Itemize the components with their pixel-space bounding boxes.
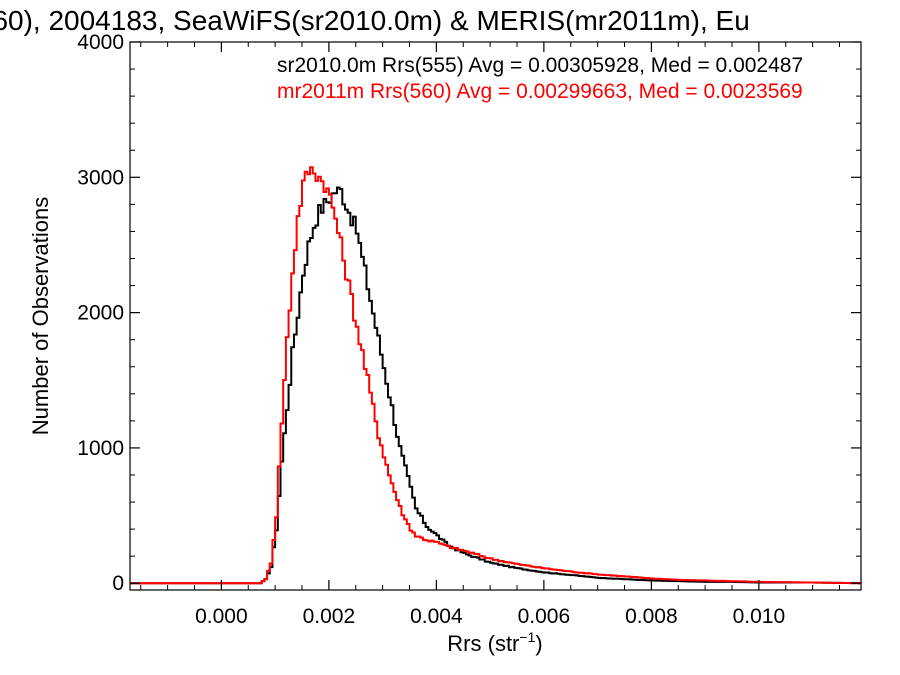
x-axis-label-main: Rrs (str bbox=[447, 631, 519, 656]
plot-frame bbox=[129, 41, 862, 591]
x-axis-ticks: 0.000 0.002 0.004 0.006 0.008 0.010 bbox=[140, 42, 840, 628]
histogram-series-line bbox=[130, 166, 862, 585]
x-tick-label: 0.004 bbox=[410, 605, 463, 628]
legend: sr2010.0m Rrs(555) Avg = 0.00305928, Med… bbox=[277, 54, 803, 103]
x-tick-label: 0.002 bbox=[303, 605, 356, 628]
legend-entry-sr2010: sr2010.0m Rrs(555) Avg = 0.00305928, Med… bbox=[277, 54, 803, 77]
x-tick-label: 0.008 bbox=[625, 605, 678, 628]
series-layer bbox=[130, 166, 862, 585]
x-tick-label: 0.000 bbox=[195, 605, 248, 628]
histogram-series-line bbox=[130, 186, 862, 585]
y-tick-label: 1000 bbox=[77, 437, 124, 460]
y-tick-label: 3000 bbox=[77, 166, 124, 189]
chart-title: Rrs(560), 2004183, SeaWiFS(sr2010.0m) & … bbox=[0, 5, 750, 36]
y-axis-title: Number of Observations bbox=[28, 197, 53, 435]
svg-text:Rrs (str−1): Rrs (str−1) bbox=[447, 629, 542, 656]
plot-area: 0.000 0.002 0.004 0.006 0.008 0.010 0 1000 2000… bbox=[77, 31, 862, 628]
y-tick-label: 2000 bbox=[77, 302, 124, 325]
y-tick-label: 0 bbox=[112, 572, 124, 595]
x-axis-label-close: ) bbox=[535, 631, 542, 656]
x-axis-title: Rrs (str−1) bbox=[447, 629, 542, 656]
y-axis-ticks: 0 1000 2000 3000 4000 bbox=[77, 31, 861, 595]
y-tick-label: 4000 bbox=[77, 31, 124, 54]
x-tick-label: 0.006 bbox=[518, 605, 571, 628]
x-axis-label-superscript: −1 bbox=[519, 629, 535, 645]
x-tick-label: 0.010 bbox=[733, 605, 786, 628]
legend-entry-mr2011: mr2011m Rrs(560) Avg = 0.00299663, Med =… bbox=[277, 80, 803, 103]
